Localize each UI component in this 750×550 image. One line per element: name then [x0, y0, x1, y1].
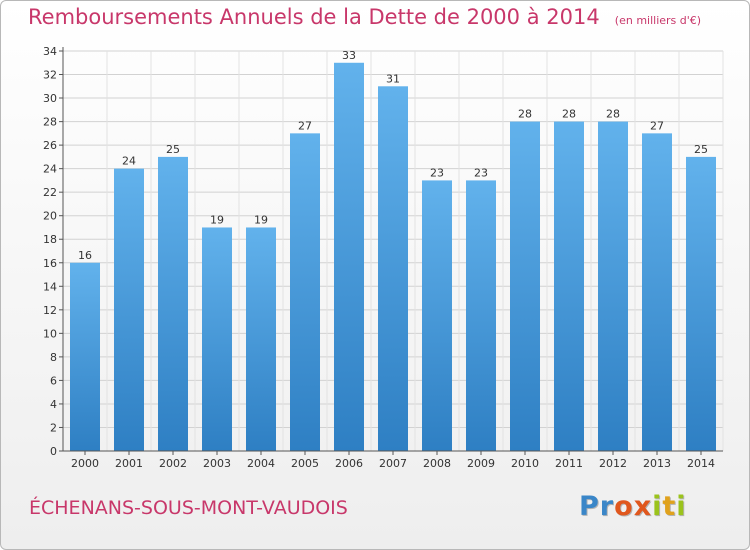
place-name: ÉCHENANS-SOUS-MONT-VAUDOIS	[29, 497, 348, 519]
bar-2001	[114, 168, 144, 451]
value-label: 19	[210, 213, 224, 226]
value-label: 25	[694, 143, 708, 156]
value-label: 31	[386, 72, 400, 85]
value-label: 25	[166, 143, 180, 156]
value-label: 28	[562, 108, 576, 121]
bar-2003	[202, 227, 232, 451]
y-tick-label: 12	[43, 304, 57, 317]
value-label: 23	[430, 166, 444, 179]
y-tick-label: 14	[43, 280, 57, 293]
chart-title: Remboursements Annuels de la Dette de 20…	[28, 5, 600, 29]
y-tick-label: 6	[50, 374, 57, 387]
bar-2000	[70, 262, 100, 451]
bar-2005	[290, 133, 320, 451]
y-tick-label: 24	[43, 163, 57, 176]
x-tick-label: 2002	[159, 457, 187, 470]
y-tick-label: 32	[43, 69, 57, 82]
bar-2004	[246, 227, 276, 451]
y-tick-label: 20	[43, 210, 57, 223]
x-tick-label: 2010	[511, 457, 539, 470]
y-tick-label: 34	[43, 45, 57, 58]
value-label: 28	[518, 108, 532, 121]
chart-subtitle: (en milliers d'€)	[614, 14, 702, 27]
x-tick-label: 2004	[247, 457, 275, 470]
y-tick-label: 22	[43, 186, 57, 199]
x-tick-label: 2013	[643, 457, 671, 470]
bar-2006	[334, 62, 364, 451]
x-tick-label: 2008	[423, 457, 451, 470]
bar-2013	[642, 133, 672, 451]
value-label: 16	[78, 249, 92, 262]
x-tick-label: 2012	[599, 457, 627, 470]
bar-2014	[686, 156, 716, 451]
bar-layer: 16 24 25 19 19 27 33 31 23 23 28 28 28 27 25	[70, 49, 716, 452]
bar-2011	[554, 121, 584, 452]
x-tick-label: 2003	[203, 457, 231, 470]
value-label: 33	[342, 49, 356, 62]
bar-2012	[598, 121, 628, 452]
y-tick-label: 30	[43, 92, 57, 105]
value-label: 27	[298, 119, 312, 132]
x-tick-label: 2007	[379, 457, 407, 470]
bar-2008	[422, 180, 452, 452]
value-label: 28	[606, 108, 620, 121]
bar-2009	[466, 180, 496, 452]
x-tick-label: 2009	[467, 457, 495, 470]
bar-2002	[158, 156, 188, 451]
x-tick-label: 2011	[555, 457, 583, 470]
y-tick-label: 4	[50, 398, 57, 411]
x-tick-label: 2006	[335, 457, 363, 470]
y-tick-label: 0	[50, 445, 57, 458]
value-label: 27	[650, 119, 664, 132]
x-tick-label: 2014	[687, 457, 715, 470]
y-tick-label: 2	[50, 421, 57, 434]
y-tick-label: 18	[43, 233, 57, 246]
y-tick-label: 8	[50, 351, 57, 364]
value-label: 19	[254, 213, 268, 226]
proxiti-logo: Proxiti	[579, 491, 687, 522]
value-label: 24	[122, 155, 136, 168]
bar-2007	[378, 86, 408, 451]
value-label: 23	[474, 166, 488, 179]
x-tick-label: 2000	[71, 457, 99, 470]
y-tick-label: 26	[43, 139, 57, 152]
title-line: Remboursements Annuels de la Dette de 20…	[28, 5, 701, 29]
y-tick-label: 28	[43, 116, 57, 129]
bar-2010	[510, 121, 540, 452]
y-tick-label: 16	[43, 257, 57, 270]
x-tick-label: 2001	[115, 457, 143, 470]
x-tick-label: 2005	[291, 457, 319, 470]
y-tick-label: 10	[43, 327, 57, 340]
